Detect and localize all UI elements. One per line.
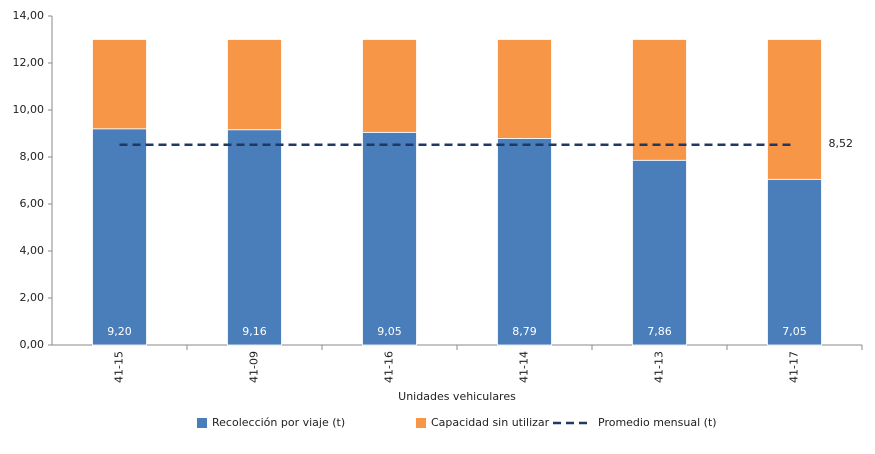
y-tick-label: 2,00 [20,291,45,304]
y-tick-label: 10,00 [13,103,45,116]
legend-swatch [197,418,207,428]
y-tick-label: 8,00 [20,150,45,163]
x-axis-label: Unidades vehiculares [398,390,516,403]
y-tick-label: 12,00 [13,56,45,69]
x-tick-label: 41-16 [383,351,396,383]
bar-segment [227,39,282,131]
bar-segment [767,39,822,180]
x-tick-label: 41-17 [788,351,801,383]
value-label: 8,79 [512,325,537,338]
bar-segment [632,159,687,346]
y-tick-label: 4,00 [20,244,45,257]
y-tick-label: 0,00 [20,338,45,351]
bar-segment [92,128,147,346]
x-tick-label: 41-14 [518,351,531,383]
bar-segment [497,39,552,139]
value-label: 9,20 [107,325,132,338]
value-label: 7,86 [647,325,672,338]
bar-segment [362,39,417,133]
bar-segment [767,178,822,346]
reference-label: 8,52 [829,137,854,150]
value-label: 9,16 [242,325,267,338]
bar-segment [632,39,687,161]
legend-swatch [416,418,426,428]
x-tick-label: 41-15 [113,351,126,383]
x-tick-label: 41-09 [248,351,261,383]
legend-label: Capacidad sin utilizar [431,416,550,429]
bar-segment [497,138,552,346]
legend-label: Recolección por viaje (t) [212,416,345,429]
y-tick-label: 6,00 [20,197,45,210]
legend-label: Promedio mensual (t) [598,416,717,429]
y-tick-label: 14,00 [13,9,45,22]
bar-segment [362,131,417,346]
bar-segment [92,39,147,130]
bar-segment [227,129,282,346]
value-label: 9,05 [377,325,402,338]
value-label: 7,05 [782,325,807,338]
x-tick-label: 41-13 [653,351,666,383]
